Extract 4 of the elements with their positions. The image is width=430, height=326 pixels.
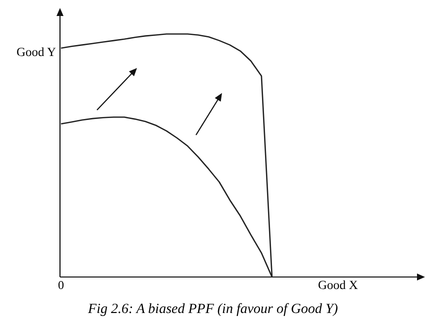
x-axis-title: Good X [318, 278, 358, 292]
y-axis-title: Good Y [16, 45, 56, 59]
caption: Fig 2.6: A biased PPF (in favour of Good Y) [87, 302, 338, 317]
text: 0 [58, 278, 64, 292]
